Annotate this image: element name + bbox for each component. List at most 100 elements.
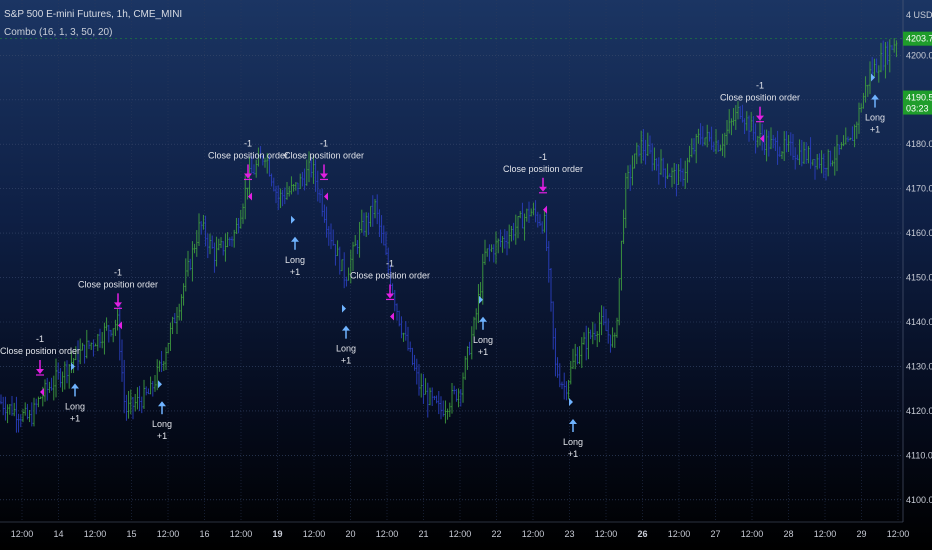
time-tick-label: 29 (856, 529, 866, 539)
long-signal: Long +1 (563, 398, 583, 459)
long-entry-marker-icon (479, 295, 483, 304)
time-tick-label: 12:00 (230, 529, 253, 539)
long-arrow-head-icon (569, 419, 577, 424)
long-arrow-head-icon (479, 316, 487, 322)
time-tick-label: 12:00 (376, 529, 399, 539)
exit-marker-icon (324, 192, 328, 201)
time-tick-label: 16 (199, 529, 209, 539)
time-tick-label: 12:00 (84, 529, 107, 539)
time-tick-label: 12:00 (157, 529, 180, 539)
long-signal: Long +1 (65, 362, 85, 423)
symbol-title: S&P 500 E-mini Futures, 1h, CME_MINI (4, 9, 183, 20)
long-entry-marker-icon (158, 380, 162, 389)
signal-label-bottom: Close position order (78, 279, 158, 289)
signal-label-bottom: +1 (70, 413, 80, 423)
price-tick-label: 4130.00 (906, 361, 932, 371)
price-tick-label: 4100.00 (906, 495, 932, 505)
close-arrow-head-icon (386, 293, 394, 299)
close-signal: -1 Close position order (503, 152, 583, 214)
countdown-time-label: 03:23 (906, 104, 929, 114)
close-signal: -1 Close position order (350, 258, 430, 321)
signal-label-top: -1 (114, 267, 122, 277)
last-price-label: 4203.75 (906, 34, 932, 44)
long-signal: Long +1 (865, 73, 885, 135)
time-tick-label: 12:00 (522, 529, 545, 539)
price-tick-label: 4200.00 (906, 50, 932, 60)
long-arrow-head-icon (871, 94, 879, 100)
signal-label-top: Long (865, 113, 885, 123)
price-tick-label: 4110.00 (906, 450, 932, 460)
signal-label-bottom: +1 (290, 267, 300, 277)
close-arrow-head-icon (36, 369, 44, 374)
close-arrow-head-icon (320, 173, 328, 179)
signal-label-top: Long (336, 344, 356, 354)
long-signal: Long +1 (285, 215, 305, 277)
price-tick-label: 4170.00 (906, 184, 932, 194)
price-tick-label: 4140.00 (906, 317, 932, 327)
time-tick-label: 15 (126, 529, 136, 539)
signal-label-bottom: +1 (478, 347, 488, 357)
signal-label-bottom: Close position order (208, 150, 288, 160)
long-signal: Long +1 (152, 380, 172, 441)
long-entry-marker-icon (71, 362, 75, 371)
exit-marker-icon (760, 134, 764, 143)
time-tick-label: 22 (491, 529, 501, 539)
close-arrow-head-icon (539, 186, 547, 192)
price-tick-label: 4160.00 (906, 228, 932, 238)
signal-label-top: Long (563, 437, 583, 447)
time-tick-label: 23 (564, 529, 574, 539)
long-signal: Long +1 (336, 304, 356, 366)
time-tick-label: 26 (637, 529, 647, 539)
countdown-badge (903, 90, 932, 115)
time-tick-label: 12:00 (449, 529, 472, 539)
signal-label-top: -1 (756, 81, 764, 91)
time-tick-label: 12:00 (11, 529, 34, 539)
time-tick-label: 12:00 (814, 529, 837, 539)
signal-label-top: -1 (36, 334, 44, 344)
close-signal: -1 Close position order (78, 267, 158, 330)
close-signal: -1 Close position order (0, 334, 80, 396)
long-arrow-head-icon (342, 325, 350, 331)
close-signal: -1 Close position order (208, 138, 288, 201)
long-entry-marker-icon (342, 304, 346, 313)
exit-marker-icon (40, 388, 44, 396)
signal-label-top: -1 (539, 152, 547, 162)
time-tick-label: 12:00 (595, 529, 618, 539)
signal-label-bottom: +1 (157, 431, 167, 441)
long-arrow-head-icon (71, 383, 79, 389)
long-entry-marker-icon (291, 215, 295, 224)
time-tick-label: 21 (418, 529, 428, 539)
long-arrow-head-icon (291, 236, 299, 242)
countdown-price-label: 4190.50 (906, 93, 932, 103)
signal-label-bottom: Close position order (350, 270, 430, 280)
signal-label-top: -1 (320, 138, 328, 148)
price-tick-label: 4180.00 (906, 139, 932, 149)
time-tick-label: 12:00 (887, 529, 910, 539)
signal-label-top: -1 (244, 138, 252, 148)
close-arrow-head-icon (244, 173, 252, 179)
signal-label-top: Long (285, 255, 305, 265)
time-tick-label: 14 (53, 529, 63, 539)
signal-label-top: Long (65, 401, 85, 411)
price-tick-label: 4120.00 (906, 406, 932, 416)
close-arrow-head-icon (114, 302, 122, 308)
time-tick-label: 12:00 (741, 529, 764, 539)
time-tick-label: 27 (710, 529, 720, 539)
exit-marker-icon (390, 312, 394, 321)
signal-label-bottom: +1 (870, 125, 880, 135)
last-price-badge (903, 31, 932, 46)
signal-label-bottom: +1 (568, 449, 578, 459)
time-tick-label: 12:00 (668, 529, 691, 539)
signal-label-bottom: Close position order (720, 93, 800, 103)
close-arrow-head-icon (756, 115, 764, 121)
time-tick-label: 28 (783, 529, 793, 539)
long-entry-marker-icon (871, 73, 875, 82)
time-tick-label: 19 (272, 529, 282, 539)
signal-label-top: Long (152, 419, 172, 429)
exit-marker-icon (248, 192, 252, 201)
study-legend: Combo (16, 1, 3, 50, 20) (4, 27, 113, 38)
price-tick-label: 4150.00 (906, 273, 932, 283)
exit-marker-icon (118, 321, 122, 330)
